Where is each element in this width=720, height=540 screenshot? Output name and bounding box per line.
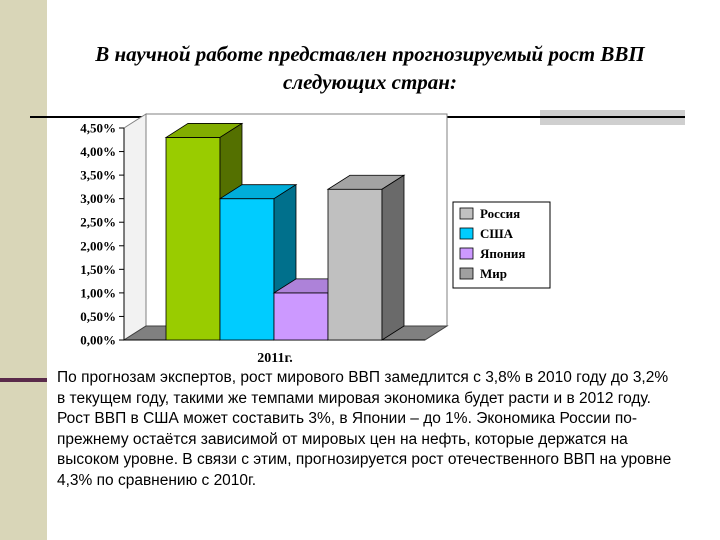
body-text: По прогнозам экспертов, рост мирового ВВ… — [57, 369, 672, 489]
bar-3 — [273, 292, 329, 341]
y-tick-label: 1,00% — [80, 285, 116, 300]
left-accent-stripe — [0, 378, 47, 382]
chart-side-wall — [123, 113, 147, 341]
left-accent-bar — [0, 0, 47, 540]
bar-side-4 — [381, 174, 405, 341]
y-tick-label: 3,00% — [80, 191, 116, 206]
y-tick-label: 0,50% — [80, 309, 116, 324]
title-divider-block — [540, 110, 685, 125]
slide-title: В научной работе представлен прогнозируе… — [95, 42, 645, 94]
bar-2 — [219, 198, 275, 341]
legend-swatch — [459, 247, 474, 260]
legend-swatch — [459, 267, 474, 280]
y-tick-label: 4,50% — [80, 121, 116, 136]
legend-label: Россия — [480, 206, 520, 221]
legend-label: Мир — [480, 266, 507, 281]
y-tick-label: 3,50% — [80, 168, 116, 183]
legend-label: Япония — [480, 246, 525, 261]
y-tick-label: 4,00% — [80, 144, 116, 159]
x-category-label: 2011г. — [257, 351, 293, 366]
y-tick-label: 0,00% — [80, 333, 116, 348]
bar-1 — [165, 137, 221, 341]
legend-label: США — [480, 226, 514, 241]
gdp-growth-chart: 0,00% 0,50% 1,00% 1,50% 2,00% 2,50% 3,00% 3,50%… — [80, 113, 551, 366]
y-tick-label: 2,00% — [80, 238, 116, 253]
y-tick-label: 1,50% — [80, 262, 116, 277]
legend-swatch — [459, 207, 474, 220]
bar-4 — [327, 188, 383, 341]
y-tick-label: 2,50% — [80, 215, 116, 230]
legend-swatch — [459, 227, 474, 240]
